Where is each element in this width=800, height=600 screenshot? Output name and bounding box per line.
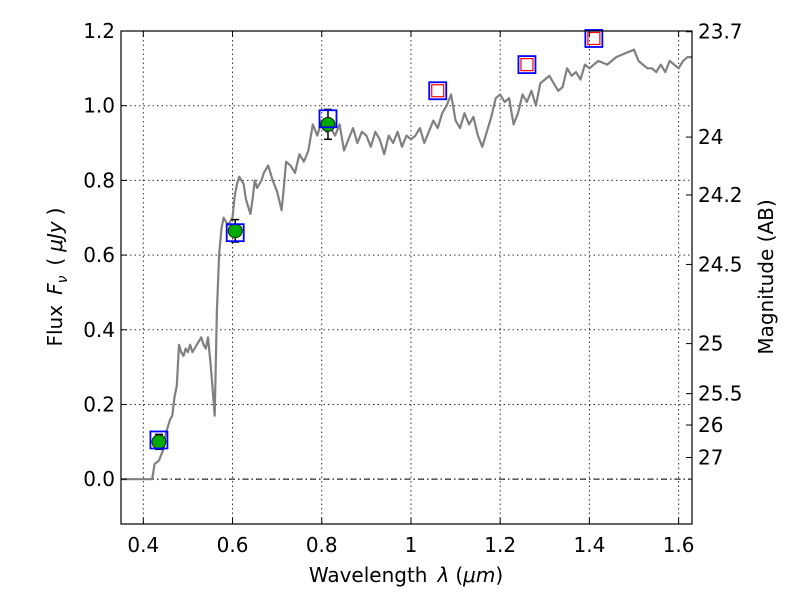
x-tick-label: 1.6 <box>663 533 695 557</box>
x-tick-label: 0.4 <box>127 533 159 557</box>
y2-tick-label: 24.2 <box>698 183 743 207</box>
y-tick-label: 0.4 <box>83 318 115 342</box>
x-axis-label: Wavelength λ (μm) <box>309 563 503 587</box>
x-tick-label: 1.2 <box>484 533 516 557</box>
spectrum-line <box>121 48 692 481</box>
y-tick-label: 1.0 <box>83 94 115 118</box>
observed-point <box>227 223 243 239</box>
data-series <box>121 29 692 481</box>
model-point-blue <box>428 81 448 101</box>
model-point-blue <box>149 430 169 450</box>
y-tick-label: 0.2 <box>83 392 115 416</box>
tick-labels: 0.4 0.6 0.8 1 1.2 1.4 1.6 0.0 0.2 0.4 0.6 0.8 1.0 1.2… <box>83 19 742 557</box>
plot-area-frame <box>120 30 693 525</box>
y2-tick-label: 23.7 <box>698 20 743 44</box>
observed-point <box>151 434 167 450</box>
model-point-red <box>587 31 601 46</box>
y-tick-label: 0.8 <box>83 168 115 192</box>
y2-tick-label: 25 <box>698 332 723 356</box>
model-point-blue <box>318 109 338 129</box>
model-point-blue <box>225 223 245 243</box>
x-tick-label: 0.6 <box>217 533 249 557</box>
y-tick-label: 0.0 <box>83 467 115 491</box>
y-tick-label: 1.2 <box>83 19 115 43</box>
y2-tick-label: 25.5 <box>698 382 743 406</box>
model-point-red <box>520 58 534 72</box>
grid-lines <box>121 30 692 524</box>
x-tick-label: 1 <box>405 533 418 557</box>
x-tick-label: 0.8 <box>306 533 338 557</box>
y2-tick-label: 27 <box>698 446 723 470</box>
y-axis-label: FluxFν(μJy) <box>43 207 71 346</box>
y2-tick-label: 24 <box>698 125 723 149</box>
model-point-blue <box>584 29 604 48</box>
observed-point <box>320 116 336 132</box>
axis-ticks <box>121 30 692 524</box>
y2-tick-label: 24.5 <box>698 252 743 276</box>
y-tick-label: 0.6 <box>83 243 115 267</box>
model-point-blue <box>517 55 537 75</box>
model-point-red <box>431 84 445 98</box>
x-tick-label: 1.4 <box>573 533 605 557</box>
y2-axis-label: Magnitude (AB) <box>754 199 778 354</box>
y2-tick-label: 26 <box>698 413 723 437</box>
